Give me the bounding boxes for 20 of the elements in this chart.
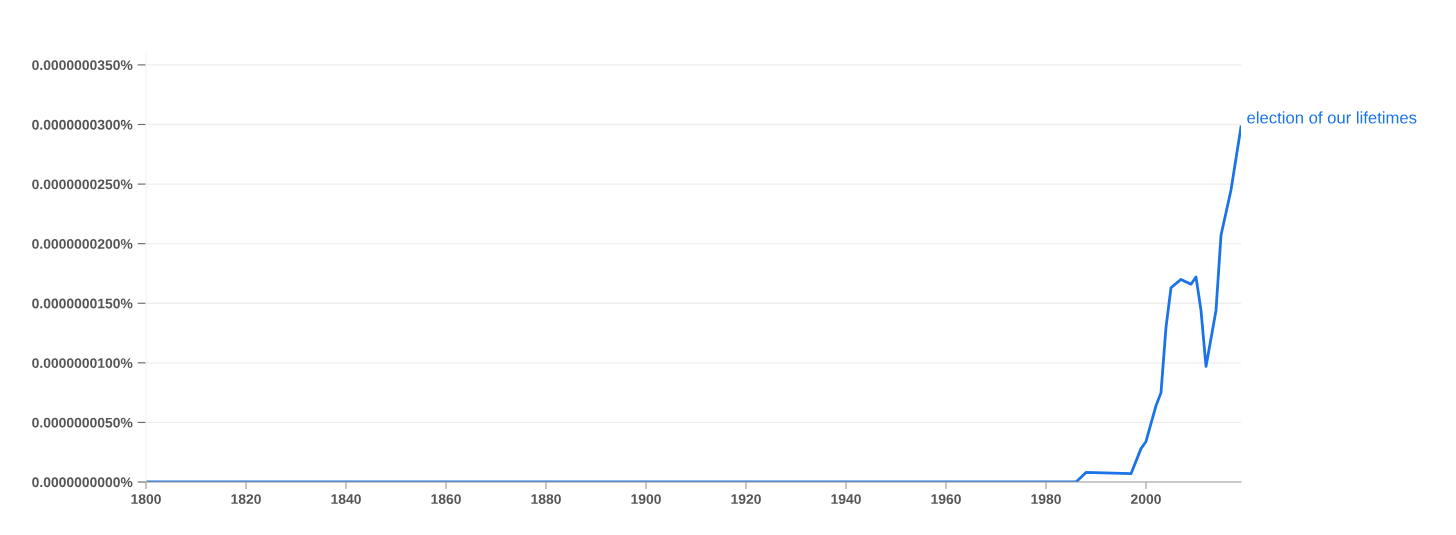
x-tick-label: 1800	[131, 494, 161, 505]
series-label: election of our lifetimes	[1247, 111, 1417, 124]
x-tick-label: 1980	[1031, 494, 1061, 505]
y-tick-label: 0.0000000050%	[32, 417, 133, 428]
y-tick-label: 0.0000000250%	[32, 179, 133, 190]
y-tick-label: 0.0000000300%	[32, 119, 133, 130]
y-tick-label: 0.0000000000%	[32, 477, 133, 488]
x-tick-label: 1860	[431, 494, 461, 505]
y-tick-label: 0.0000000100%	[32, 358, 133, 368]
x-tick-label: 2000	[1131, 494, 1161, 505]
y-tick-label: 0.0000000200%	[32, 239, 133, 249]
y-tick-label: 0.0000000150%	[32, 298, 133, 309]
x-tick-label: 1900	[631, 494, 661, 505]
x-tick-label: 1840	[331, 494, 361, 505]
x-tick-label: 1920	[731, 494, 761, 505]
x-tick-label: 1820	[231, 494, 261, 505]
x-tick-label: 1940	[831, 494, 861, 505]
y-tick-label: 0.0000000350%	[32, 60, 133, 71]
x-tick-label: 1880	[531, 494, 561, 505]
x-tick-label: 1960	[931, 494, 961, 505]
